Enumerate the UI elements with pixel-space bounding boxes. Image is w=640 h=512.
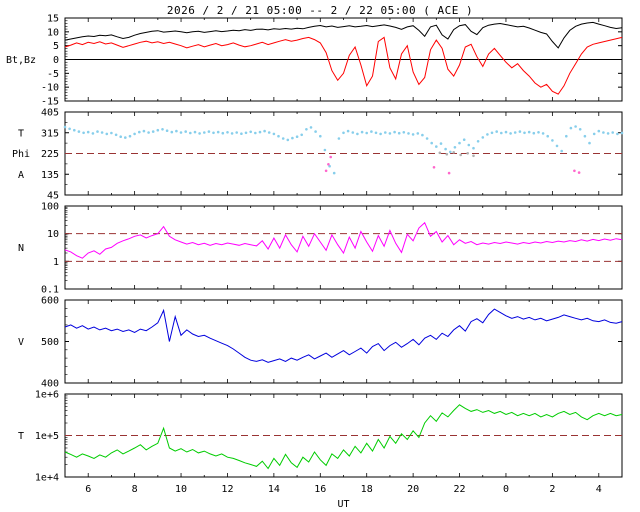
x-tick-label: 4: [596, 484, 602, 495]
y-tick-label: 100: [41, 202, 59, 213]
y-tick-label: 1: [53, 257, 59, 268]
series-proton-density: [64, 221, 623, 259]
y-tick-label: 400: [41, 379, 59, 390]
series-solar-wind-speed: [64, 308, 623, 363]
series-phi-angle: [63, 125, 624, 175]
y-tick-label: 500: [41, 337, 59, 348]
y-tick-label: 10: [47, 27, 59, 38]
y-tick-label: 0: [53, 55, 59, 66]
x-tick-label: 8: [132, 484, 138, 495]
y-tick-label: 5: [53, 41, 59, 52]
y-tick-label: -15: [41, 97, 59, 108]
y-tick-label: 600: [41, 296, 59, 307]
y-tick-label: 45: [47, 191, 59, 202]
y-tick-label: 1e+5: [35, 431, 59, 442]
series-bz: [64, 36, 623, 95]
axis-caption-t: T: [18, 128, 24, 139]
x-tick-label: 10: [175, 484, 187, 495]
axis-caption-t: T: [18, 431, 24, 442]
x-tick-label: 14: [268, 484, 280, 495]
x-tick-label: 16: [314, 484, 326, 495]
series-phi-stray: [324, 155, 581, 175]
x-tick-label: 22: [454, 484, 466, 495]
panel-temperature: 1e+6 1e+5 1e+4 T: [18, 390, 623, 484]
axis-caption-v: V: [18, 337, 24, 348]
y-tick-label: 315: [41, 128, 59, 139]
y-tick-label: 0.1: [41, 285, 59, 296]
x-tick-label: 0: [503, 484, 509, 495]
x-tick-label: 18: [361, 484, 373, 495]
panel-phi: 405 315 225 135 45 T Phi A: [12, 108, 624, 202]
x-tick-label: 6: [85, 484, 91, 495]
y-tick-label: 10: [47, 229, 59, 240]
panel-speed: 600 500 400 V: [18, 296, 623, 390]
y-tick-label: 135: [41, 170, 59, 181]
y-tick-label: 225: [41, 149, 59, 160]
x-axis-title: UT: [337, 499, 349, 510]
y-tick-label: 1e+6: [35, 390, 59, 401]
y-tick-label: -10: [41, 83, 59, 94]
x-axis: 6 8 10 12 14 16 18 20 22 0 2 4 UT: [85, 484, 602, 510]
plot-title: 2026 / 2 / 21 05:00 -- 2 / 22 05:00 ( AC…: [166, 4, 474, 17]
x-tick-label: 20: [407, 484, 419, 495]
series-proton-temperature: [64, 404, 623, 470]
axis-caption-phi: Phi: [12, 149, 30, 160]
y-tick-label: -5: [47, 69, 59, 80]
y-tick-label: 1e+4: [35, 473, 59, 484]
panel-bt-bz: 15 10 5 0 -5 -10 -15 Bt,Bz: [6, 14, 623, 108]
y-tick-label: 15: [47, 14, 59, 25]
series-bt: [64, 21, 623, 49]
y-tick-label: 405: [41, 108, 59, 119]
x-tick-label: 12: [221, 484, 233, 495]
axis-caption-n: N: [18, 243, 24, 254]
axis-caption-a: A: [18, 170, 24, 181]
x-tick-label: 2: [549, 484, 555, 495]
series-phi-gray: [438, 151, 475, 158]
axis-caption-bt,bz: Bt,Bz: [6, 55, 36, 66]
panel-density: 100 10 1 0.1 N: [18, 202, 623, 296]
